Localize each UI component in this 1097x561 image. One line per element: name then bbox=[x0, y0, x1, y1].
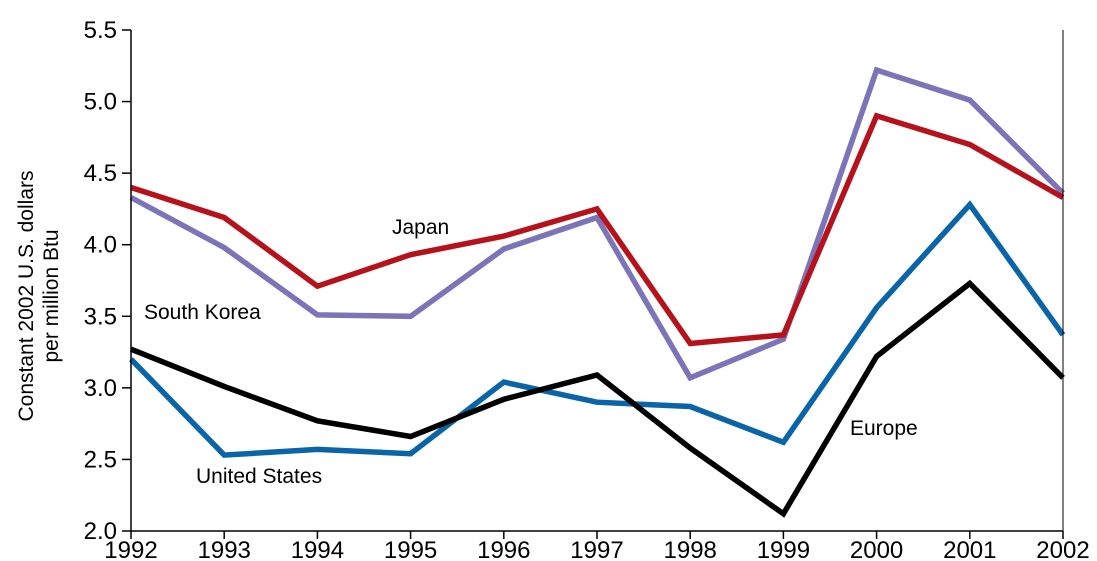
x-tick-label: 2002 bbox=[1036, 537, 1089, 561]
x-tick-label: 1993 bbox=[198, 537, 251, 561]
series-line-united-states bbox=[129, 200, 1066, 458]
y-tick-label: 5.0 bbox=[84, 89, 117, 116]
y-tick-label: 4.0 bbox=[84, 232, 117, 259]
y-tick-label: 3.0 bbox=[84, 375, 117, 402]
y-axis-title-line-2: per million Btu bbox=[40, 229, 63, 362]
y-tick-label: 4.5 bbox=[84, 160, 117, 187]
x-tick-label: 1996 bbox=[477, 537, 530, 561]
series-label-japan: Japan bbox=[392, 216, 449, 239]
plot-frame bbox=[130, 30, 1064, 532]
y-axis-title-line-1: Constant 2002 U.S. dollars bbox=[15, 171, 38, 422]
y-axis-title: Constant 2002 U.S. dollars per million B… bbox=[15, 171, 63, 422]
x-tick-label: 1995 bbox=[384, 537, 437, 561]
x-tick-label: 1997 bbox=[570, 537, 623, 561]
series-label-south-korea: South Korea bbox=[144, 301, 261, 324]
x-tick-label: 1999 bbox=[757, 537, 810, 561]
series-lines bbox=[129, 66, 1066, 518]
x-axis: 1992 1993 1994 1995 1996 1997 1998 1999 2000 2001… bbox=[104, 531, 1090, 561]
x-tick-label: 2001 bbox=[943, 537, 996, 561]
y-tick-label: 2.0 bbox=[84, 518, 117, 545]
x-tick-label: 1992 bbox=[104, 537, 157, 561]
series-line-europe bbox=[129, 279, 1065, 518]
x-tick-label: 1994 bbox=[291, 537, 344, 561]
series-label-europe: Europe bbox=[850, 417, 918, 440]
y-tick-label: 2.5 bbox=[84, 446, 117, 473]
x-tick-label: 1998 bbox=[664, 537, 717, 561]
series-label-united-states: United States bbox=[196, 465, 322, 488]
series-line-japan bbox=[130, 112, 1065, 347]
y-tick-label: 3.5 bbox=[84, 303, 117, 330]
series-labels: Japan South Korea United States Europe bbox=[144, 216, 918, 488]
y-tick-label: 5.5 bbox=[84, 17, 117, 44]
series-line-south-korea bbox=[129, 66, 1065, 382]
y-axis: 2.0 2.5 3.0 3.5 4.0 4.5 5.0 5.5 bbox=[84, 17, 131, 545]
x-tick-label: 2000 bbox=[850, 537, 903, 561]
